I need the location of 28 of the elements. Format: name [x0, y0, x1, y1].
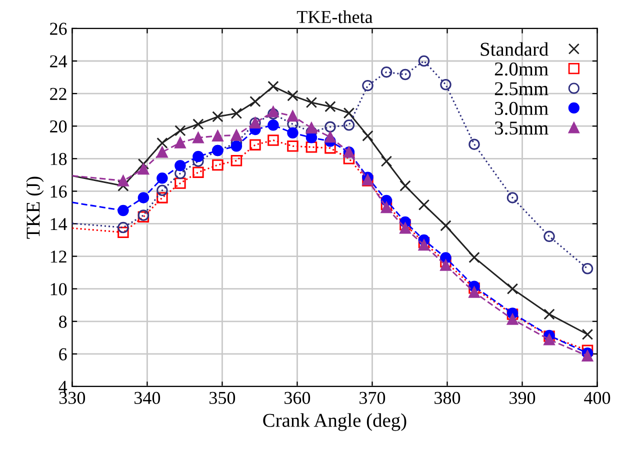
- y-tick-label: 20: [50, 120, 67, 133]
- chart-title: TKE-theta: [296, 10, 373, 24]
- x-tick-label: 330: [60, 392, 86, 404]
- x-tick-label: 340: [134, 392, 160, 404]
- y-tick-label: 26: [50, 22, 67, 35]
- x-tick-label: 350: [210, 392, 236, 404]
- y-tick-label: 14: [50, 218, 68, 230]
- x-tick-label: 370: [360, 392, 386, 404]
- legend-label: 3.5mm: [495, 122, 548, 135]
- x-tick-label: 380: [434, 392, 460, 404]
- y-tick-label: 24: [50, 55, 68, 68]
- y-tick-label: 10: [50, 283, 67, 296]
- y-tick-label: 18: [50, 152, 67, 166]
- legend-label: 2.5mm: [494, 82, 548, 96]
- x-tick-label: 360: [284, 392, 310, 404]
- legend-label: Standard: [480, 42, 548, 56]
- legend-label: 3.0mm: [495, 102, 548, 116]
- y-tick-label: 6: [59, 348, 67, 360]
- x-axis-title: Crank Angle (deg): [263, 413, 406, 431]
- y-tick-label: 4: [58, 380, 68, 393]
- y-tick-label: 12: [50, 250, 66, 263]
- x-tick-label: 390: [510, 392, 536, 404]
- y-tick-label: 16: [50, 186, 67, 198]
- y-axis-title: TKE (J): [26, 176, 44, 239]
- legend-label: 2.0mm: [494, 62, 548, 76]
- x-tick-label: 400: [584, 392, 610, 404]
- y-tick-label: 8: [58, 316, 67, 328]
- y-tick-label: 22: [50, 88, 66, 100]
